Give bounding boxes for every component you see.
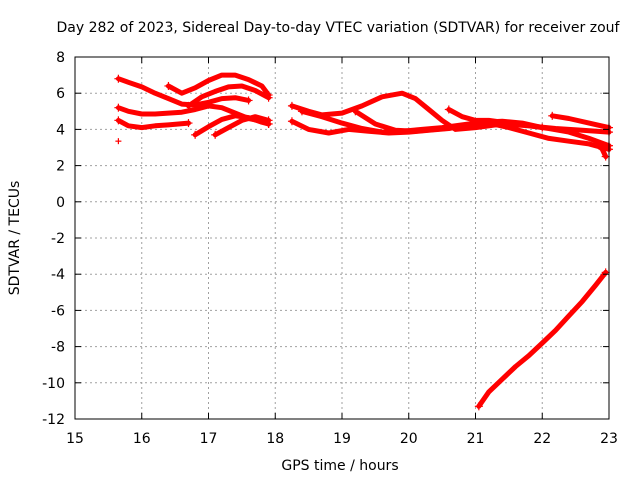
x-tick-label: 19 <box>333 431 351 447</box>
y-tick-label: -2 <box>51 231 65 247</box>
y-tick-label: 0 <box>56 195 65 211</box>
y-tick-label: 8 <box>56 50 65 66</box>
x-tick-label: 16 <box>133 431 151 447</box>
series-line <box>352 108 458 134</box>
y-tick-label: 2 <box>56 159 65 175</box>
x-tick-label: 22 <box>533 431 551 447</box>
series-arc-4 <box>115 138 122 145</box>
plot-area <box>114 72 613 411</box>
series-line <box>192 113 272 138</box>
x-tick-label: 15 <box>66 431 84 447</box>
series-line <box>549 113 612 131</box>
x-tick-label: 18 <box>266 431 284 447</box>
x-tick-label: 17 <box>200 431 218 447</box>
x-axis-label: GPS time / hours <box>281 458 398 474</box>
y-tick-label: 6 <box>56 86 65 102</box>
series-arc-12 <box>351 107 460 134</box>
x-tick-label: 23 <box>600 431 618 447</box>
series-arc-3 <box>114 116 193 131</box>
chart-title: Day 282 of 2023, Sidereal Day-to-day VTE… <box>57 20 621 36</box>
series-line <box>596 143 609 160</box>
y-tick-label: -4 <box>51 267 65 283</box>
series-line <box>115 76 252 108</box>
series-line <box>212 114 272 138</box>
y-tick-label: -8 <box>51 340 65 356</box>
x-tick-label: 20 <box>400 431 418 447</box>
series-arc-6 <box>184 83 273 110</box>
series-line <box>186 83 272 109</box>
y-tick-label: -10 <box>42 376 65 392</box>
series-arc-16 <box>474 268 610 411</box>
series-arc-15 <box>594 141 610 161</box>
series-arc-1 <box>114 74 253 108</box>
x-tick-label: 21 <box>467 431 485 447</box>
y-tick-label: -12 <box>42 412 65 428</box>
y-tick-label: -6 <box>51 303 65 319</box>
series-arc-8 <box>211 114 273 139</box>
y-tick-label: 4 <box>56 122 65 138</box>
grid <box>75 57 609 419</box>
series-line <box>115 117 191 131</box>
series-arc-5 <box>164 72 273 100</box>
series-line <box>446 107 612 149</box>
y-axis-label: SDTVAR / TECUs <box>7 181 23 296</box>
series-line <box>165 72 272 98</box>
series-line <box>476 269 609 409</box>
